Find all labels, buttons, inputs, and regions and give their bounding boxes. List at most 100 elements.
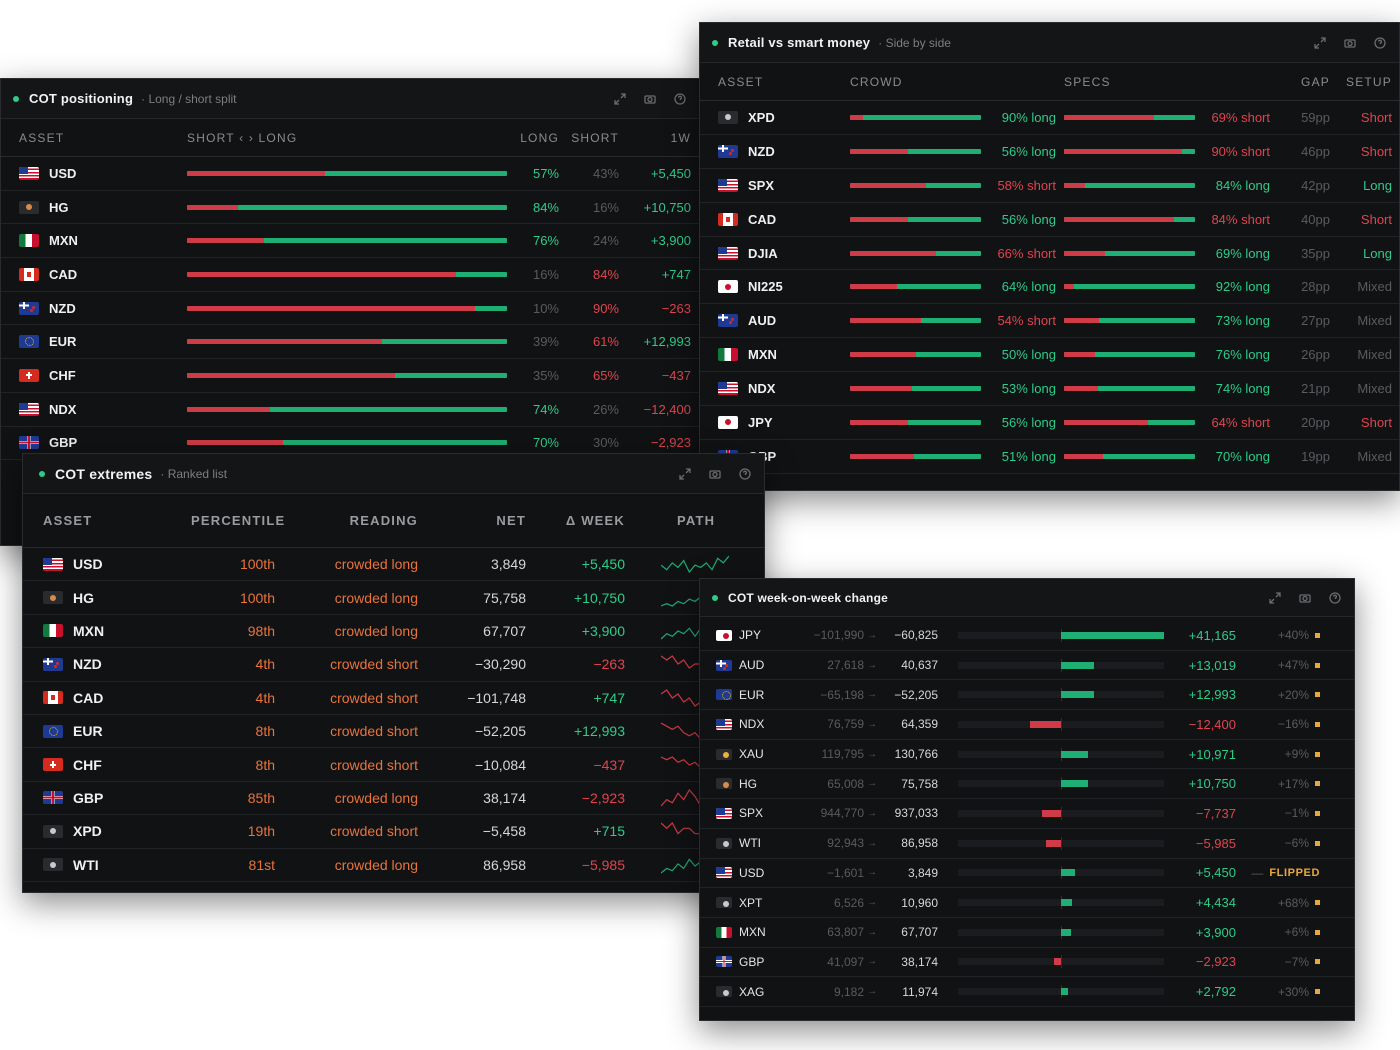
table-row[interactable]: GBP 85th crowded long 38,174 −2,923 [23, 782, 764, 816]
live-dot-icon [712, 39, 718, 46]
prev-net: −101,990 [813, 628, 864, 643]
pct-cell: −1% [1236, 806, 1320, 820]
table-row[interactable]: XPT 6,526 → 10,960 +4,434 +68% [700, 888, 1354, 918]
table-row[interactable]: USD 100th crowded long 3,849 +5,450 [23, 548, 764, 582]
table-row[interactable]: EUR 8th crowded short −52,205 +12,993 [23, 715, 764, 749]
help-icon[interactable] [1373, 36, 1387, 50]
expand-icon[interactable] [1313, 36, 1327, 50]
table-row[interactable]: NDX 74% 26% −12,400 [1, 393, 699, 427]
table-row[interactable]: GBP 41,097 → 38,174 −2,923 −7% [700, 948, 1354, 978]
reading-value: crowded long [334, 789, 418, 806]
table-row[interactable]: AUD 54% short 73% long 27pp Mixed [700, 304, 1399, 339]
table-row[interactable]: HG 100th crowded long 75,758 +10,750 [23, 581, 764, 615]
gap-value: 28pp [1301, 279, 1330, 295]
table-row[interactable]: HG 84% 16% +10,750 [1, 191, 699, 225]
arrow-right-icon: → [867, 629, 877, 641]
table-row[interactable]: EUR −65,198 → −52,205 +12,993 +20% [700, 680, 1354, 711]
short-segment [1064, 148, 1182, 154]
crowd-bar [850, 419, 981, 425]
table-row[interactable]: SPX 58% short 84% long 42pp Long [700, 169, 1399, 203]
long-pct: 57% [532, 165, 559, 181]
cot-wow-panel: COT week-on-week change JPY −101,990 → −60,… [699, 578, 1355, 1021]
cu-flag-icon [716, 778, 732, 790]
week-change: −2,923 [650, 435, 691, 451]
specs-value: 70% long [1215, 448, 1270, 464]
table-row[interactable]: CHF 8th crowded short −10,084 −437 [23, 748, 764, 782]
help-icon[interactable] [738, 467, 752, 481]
status-square-icon [1315, 721, 1320, 727]
expand-icon[interactable] [678, 467, 692, 481]
asset-symbol: XAU [739, 747, 764, 762]
table-row[interactable]: WTI 92,943 → 86,958 −5,985 −6% [700, 829, 1354, 859]
table-header: ASSET CROWD SPECS GAP SETUP [700, 63, 1399, 101]
au-c-flag-icon [716, 748, 732, 760]
table-row[interactable]: JPY −101,990 → −60,825 +41,165 +40% [700, 621, 1354, 651]
arrow-right-icon: → [867, 897, 877, 909]
panel-tools [613, 92, 687, 106]
table-row[interactable]: MXN 98th crowded long 67,707 +3,900 [23, 615, 764, 649]
table-row[interactable]: XPD 90% long 69% short 59pp Short [700, 101, 1399, 135]
table-row[interactable]: MXN 76% 24% +3,900 [1, 224, 699, 259]
table-row[interactable]: XAG 9,182 → 11,974 +2,792 +30% [700, 977, 1354, 1007]
status-square-icon [1315, 810, 1320, 816]
table-row[interactable]: EUR 39% 61% +12,993 [1, 325, 699, 360]
table-row[interactable]: CAD 4th crowded short −101,748 +747 [23, 682, 764, 715]
pct-cell: +17% [1236, 777, 1320, 791]
table-row[interactable]: NZD 4th crowded short −30,290 −263 [23, 648, 764, 682]
table-row[interactable]: USD 57% 43% +5,450 [1, 157, 699, 191]
jp-flag-icon [716, 629, 732, 641]
table-row[interactable]: SPX 944,770 → 937,033 −7,737 −1% [700, 799, 1354, 829]
table-row[interactable]: XPD 19th crowded short −5,458 +715 [23, 815, 764, 849]
camera-icon[interactable] [1343, 36, 1357, 50]
table-row[interactable]: NDX 76,759 → 64,359 −12,400 −16% [700, 710, 1354, 740]
status-square-icon [1315, 751, 1320, 757]
col-week: Δ WEEK [565, 513, 625, 528]
net-value: −10,084 [475, 756, 526, 773]
table-row[interactable]: JPY 56% long 64% short 20pp Short [700, 406, 1399, 440]
table-row[interactable]: NZD 56% long 90% short 46pp Short [700, 135, 1399, 169]
table-row[interactable]: NZD 10% 90% −263 [1, 292, 699, 326]
asset-cell: AUD [716, 658, 792, 672]
gap-value: 42pp [1301, 177, 1330, 193]
table-row[interactable]: DJIA 66% short 69% long 35pp Long [700, 237, 1399, 271]
table-row[interactable]: CHF 35% 65% −437 [1, 359, 699, 393]
table-row[interactable]: MXN 63,807 → 67,707 +3,900 +6% [700, 918, 1354, 948]
setup-value: Mixed [1357, 381, 1392, 397]
col-asset: ASSET [19, 130, 65, 145]
table-row[interactable]: AUD 27,618 → 40,637 +13,019 +47% [700, 651, 1354, 681]
long-short-bar [187, 440, 507, 446]
short-pct: 16% [592, 199, 619, 215]
expand-icon[interactable] [613, 92, 627, 106]
rvs-table-body: XPD 90% long 69% short 59pp Short NZD 56% long… [700, 101, 1399, 474]
asset-cell: USD [19, 166, 187, 181]
crowd-cell: 58% short [850, 178, 1064, 193]
us-flag-icon [19, 166, 39, 180]
asset-cell: MXN [718, 347, 850, 362]
col-short: SHORT [571, 130, 619, 145]
help-icon[interactable] [1328, 591, 1342, 605]
table-row[interactable]: NI225 64% long 92% long 28pp Mixed [700, 270, 1399, 305]
change-value: +13,019 [1188, 657, 1236, 673]
table-row[interactable]: XAU 119,795 → 130,766 +10,971 +9% [700, 740, 1354, 770]
asset-symbol: NDX [739, 717, 765, 732]
table-row[interactable]: USD −1,601 → 3,849 +5,450 — FLIPPED [700, 859, 1354, 889]
table-row[interactable]: WTI 81st crowded long 86,958 −5,985 [23, 849, 764, 882]
asset-cell: USD [716, 866, 792, 880]
table-row[interactable]: CAD 56% long 84% short 40pp Short [700, 203, 1399, 237]
crowd-value: 54% short [997, 313, 1056, 329]
table-row[interactable]: HG 65,008 → 75,758 +10,750 +17% [700, 769, 1354, 800]
help-icon[interactable] [673, 92, 687, 106]
pct-change: +20% [1277, 687, 1309, 702]
table-row[interactable]: NDX 53% long 74% long 21pp Mixed [700, 372, 1399, 407]
asset-cell: EUR [43, 723, 191, 739]
table-row[interactable]: MXN 50% long 76% long 26pp Mixed [700, 338, 1399, 373]
asset-cell: CAD [718, 212, 850, 227]
expand-icon[interactable] [1268, 591, 1282, 605]
crowd-cell: 53% long [850, 381, 1064, 396]
change-bar-cell [938, 747, 1178, 761]
camera-icon[interactable] [708, 467, 722, 481]
camera-icon[interactable] [643, 92, 657, 106]
table-row[interactable]: CAD 16% 84% +747 [1, 258, 699, 292]
camera-icon[interactable] [1298, 591, 1312, 605]
